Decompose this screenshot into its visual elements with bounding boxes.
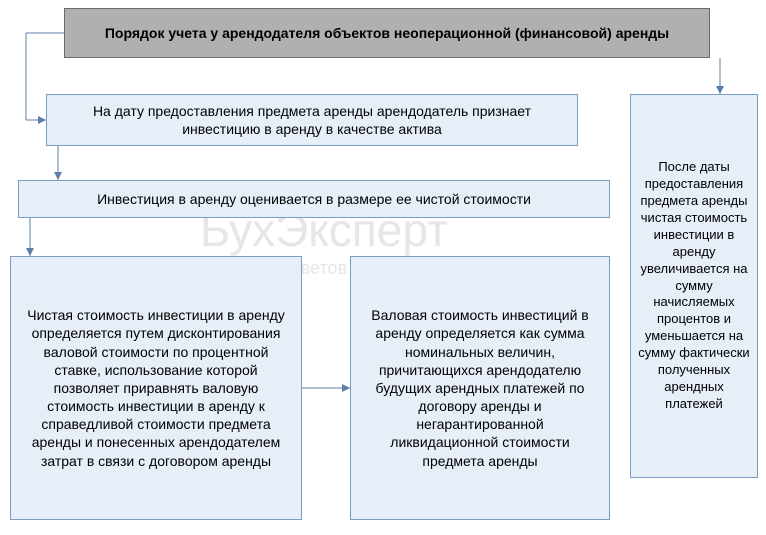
flowchart-node-5: После даты предоставления предмета аренд… xyxy=(630,94,758,478)
header-text: Порядок учета у арендодателя объектов не… xyxy=(105,24,669,42)
node-5-text: После даты предоставления предмета аренд… xyxy=(637,159,751,412)
flowchart-node-3: Чистая стоимость инвестиции в аренду опр… xyxy=(10,256,302,520)
node-4-text: Валовая стоимость инвестиций в аренду оп… xyxy=(365,306,595,470)
flowchart-node-2: Инвестиция в аренду оценивается в размер… xyxy=(18,180,610,218)
node-3-text: Чистая стоимость инвестиции в аренду опр… xyxy=(25,306,287,470)
node-2-text: Инвестиция в аренду оценивается в размер… xyxy=(97,190,531,208)
flowchart-node-1: На дату предоставления предмета аренды а… xyxy=(46,94,578,146)
flowchart-header: Порядок учета у арендодателя объектов не… xyxy=(64,8,710,58)
node-1-text: На дату предоставления предмета аренды а… xyxy=(65,102,559,138)
flowchart-node-4: Валовая стоимость инвестиций в аренду оп… xyxy=(350,256,610,520)
